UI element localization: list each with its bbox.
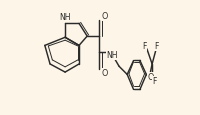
Text: NH: NH (106, 51, 117, 60)
Text: NH: NH (59, 13, 71, 22)
Text: F: F (154, 42, 158, 51)
Text: O: O (101, 69, 108, 78)
Text: O: O (101, 12, 108, 21)
Text: F: F (141, 42, 145, 51)
Text: O: O (147, 73, 153, 82)
Text: F: F (151, 77, 156, 86)
